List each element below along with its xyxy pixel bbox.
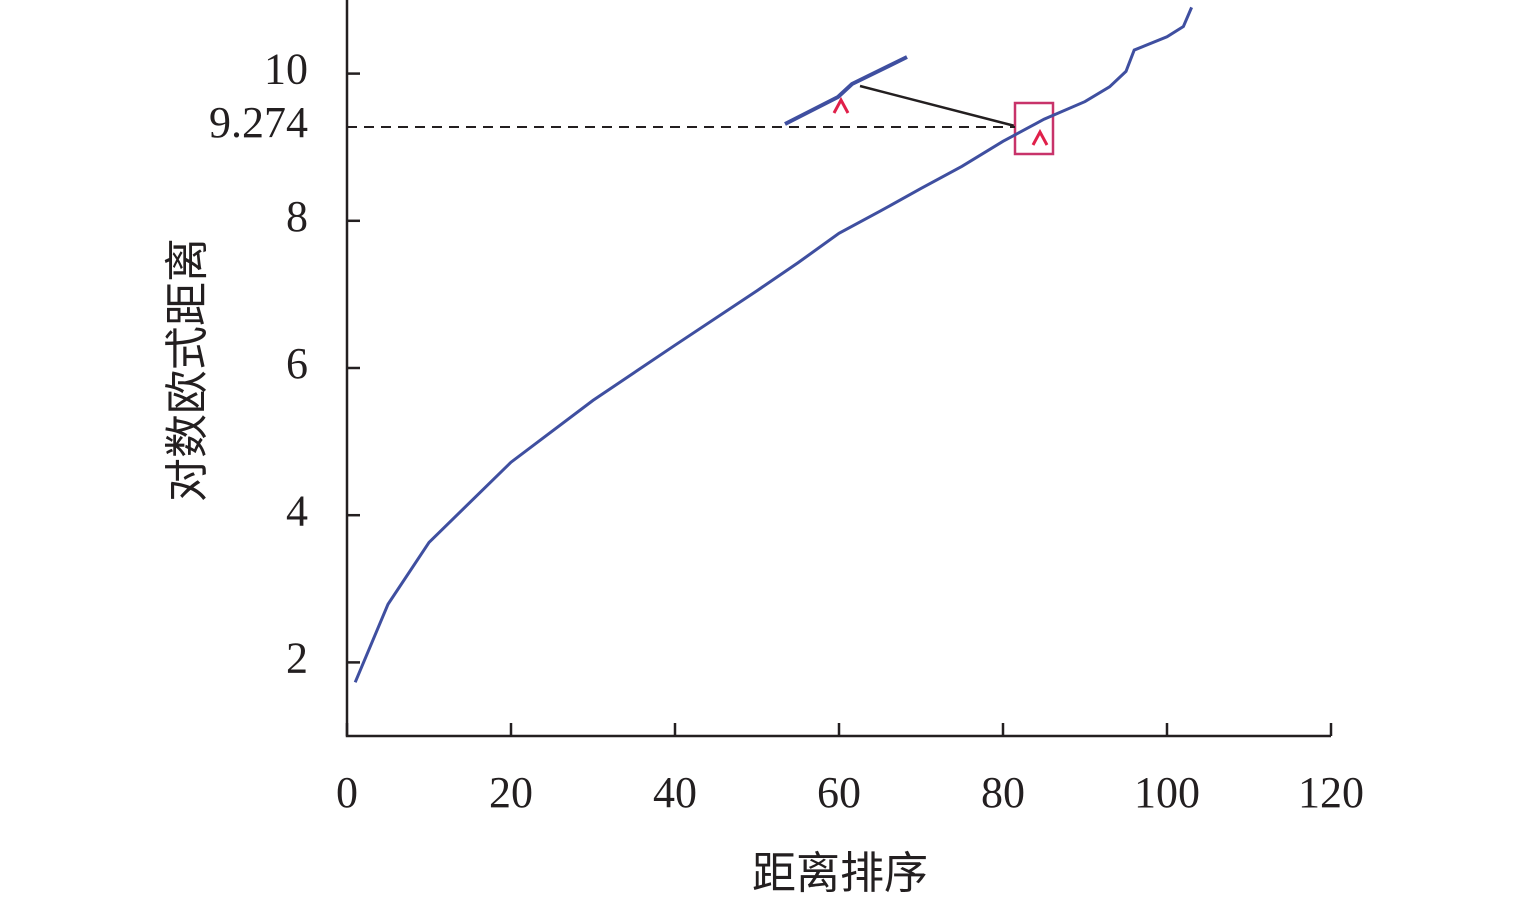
x-tick-label: 120 [1298, 768, 1364, 817]
inset-marker [832, 96, 850, 114]
connector [859, 84, 1016, 128]
x-axis-label: 距离排序 [752, 849, 928, 898]
y-axis-label: 对数欧式距离 [163, 238, 212, 502]
y-tick-label: 6 [286, 339, 308, 388]
point-marker [1031, 128, 1049, 146]
highlight-box [1013, 101, 1055, 156]
y-tick-label: 8 [286, 192, 308, 241]
y-tick-label: 9.274 [209, 98, 308, 147]
y-tick-label: 2 [286, 633, 308, 682]
y-tick-label: 10 [264, 45, 308, 94]
x-tick-label: 80 [981, 768, 1025, 817]
axes [345, 0, 1331, 738]
zoom-inset [784, 55, 908, 126]
data-line [353, 6, 1193, 683]
x-tick-label: 100 [1134, 768, 1200, 817]
x-tick-label: 20 [489, 768, 533, 817]
x-tick-label: 60 [817, 768, 861, 817]
x-tick-label: 40 [653, 768, 697, 817]
x-tick-label: 0 [336, 768, 358, 817]
y-tick-label: 4 [286, 486, 308, 535]
